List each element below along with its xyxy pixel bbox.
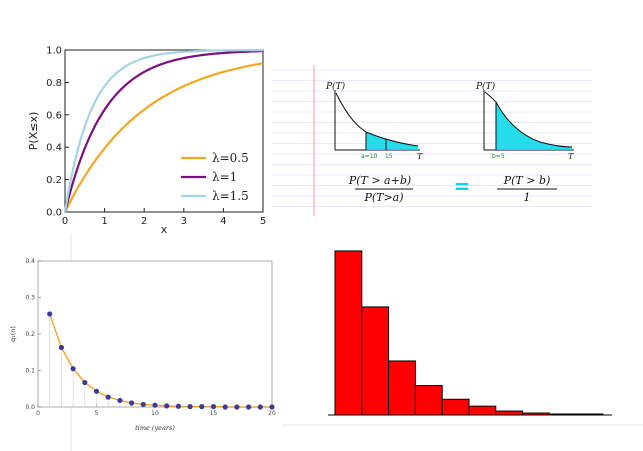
- cdf-y-tick-label: 0.2: [46, 175, 62, 186]
- equation-right-numerator: P(T > b): [503, 174, 551, 187]
- sketch-left-label-a: a=10: [361, 153, 378, 160]
- decay-data-point: [117, 397, 123, 404]
- cdf-legend: λ=0.5 λ=1 λ=1.5: [181, 151, 249, 203]
- cdf-y-tick-label: 0.6: [46, 110, 62, 121]
- decay-x-tick-label: 15: [210, 410, 218, 417]
- histogram-bar: [361, 306, 390, 416]
- equation-equals-sign: =: [454, 174, 471, 198]
- decay-y-axis-label: q₁(n): [9, 326, 17, 342]
- sketch-right-t-label: T: [568, 152, 574, 161]
- decay-data-point: [234, 404, 240, 410]
- sketch-right-shaded-area: [496, 102, 572, 150]
- decay-data-point: [129, 400, 135, 406]
- cdf-plot-frame: [64, 49, 264, 213]
- sketch-left-p-label: P(T): [325, 81, 346, 92]
- sketch-left-t-label: T: [417, 152, 423, 161]
- cdf-series-line-0: [64, 62, 264, 213]
- decay-x-tick-label: 0: [36, 410, 40, 417]
- decay-plot-frame: [37, 260, 273, 408]
- decay-y-tick-label: 0.4: [25, 258, 35, 265]
- cdf-x-axis-label: x: [161, 223, 168, 236]
- decay-data-point: [47, 311, 53, 317]
- decay-chart: 0 5 10 15 20 0.0 0.1 0.2 0.3 0.4 time (years) q₁(…: [9, 233, 276, 451]
- note-ruled-lines: [272, 69, 592, 207]
- decay-x-tick-label: 5: [95, 410, 99, 417]
- memoryless-note: P(T) a=10 15 T P(T) b=5 T P(T > a+b): [272, 65, 592, 216]
- decay-data-point: [269, 404, 275, 410]
- decay-data-point: [58, 344, 64, 351]
- cdf-y-tick-label: 0.0: [46, 208, 62, 219]
- decay-y-tick-label: 0.3: [25, 295, 35, 302]
- cdf-x-tick-label: 2: [141, 216, 147, 227]
- cdf-x-tick-label: 3: [181, 216, 187, 227]
- decay-x-axis-label: time (years): [135, 424, 175, 432]
- histogram-bar: [468, 405, 497, 416]
- cdf-series-line-2: [63, 48, 264, 213]
- histogram-bar: [334, 250, 363, 416]
- cdf-y-tick-label: 1.0: [46, 46, 62, 57]
- memoryless-equation: P(T > a+b) P(T>a) = P(T > b) 1: [348, 174, 557, 204]
- decay-x-tick-label: 20: [268, 410, 276, 417]
- sketch-left-label-15: 15: [385, 153, 393, 160]
- decay-data-point: [140, 401, 146, 408]
- decay-data-point: [246, 404, 252, 410]
- decay-x-tick-label: 10: [151, 410, 159, 417]
- cdf-y-axis-label: P(X≤x): [27, 112, 40, 150]
- decay-data-point: [175, 403, 181, 409]
- histogram-bar: [441, 398, 470, 416]
- cdf-x-tick-label: 1: [101, 216, 107, 227]
- cdf-legend-label-1: λ=1: [212, 170, 237, 184]
- decay-data-point: [257, 404, 263, 410]
- sketch-right: P(T) b=5 T: [475, 81, 574, 161]
- cdf-series-line-1: [63, 49, 264, 213]
- sketch-right-label-b: b=5: [492, 153, 505, 160]
- decay-data-point: [199, 404, 205, 410]
- sketch-right-p-label: P(T): [475, 81, 496, 92]
- decay-data-point: [164, 403, 170, 409]
- equation-right-denominator: 1: [524, 191, 531, 204]
- decay-data-point: [93, 388, 100, 394]
- decay-y-tick-label: 0.0: [25, 404, 35, 411]
- equation-left-denominator: P(T>a): [363, 191, 403, 204]
- cdf-y-tick-label: 0.4: [46, 143, 62, 154]
- cdf-legend-label-0: λ=0.5: [212, 151, 249, 165]
- cdf-legend-label-2: λ=1.5: [212, 189, 249, 203]
- histogram-bar: [388, 360, 416, 416]
- histogram-bar: [414, 385, 443, 416]
- cdf-x-tick-label: 5: [260, 216, 266, 227]
- sketch-left: P(T) a=10 15 T: [325, 81, 423, 161]
- decay-data-point: [152, 402, 158, 408]
- sketch-right-decay-curve: [484, 91, 573, 148]
- histogram-chart: [282, 250, 643, 426]
- decay-data-point: [82, 379, 88, 386]
- cdf-y-tick-label: 0.8: [46, 78, 62, 89]
- cdf-chart: 0 1 2 3 4 50.00.20.40.60.81.0 x P(X≤x) λ=0.5λ…: [27, 46, 266, 237]
- decay-data-point: [187, 404, 193, 410]
- decay-data-point: [70, 366, 76, 372]
- cdf-x-tick-label: 4: [220, 216, 226, 227]
- decay-data-point: [210, 404, 217, 410]
- cdf-x-tick-label: 0: [62, 216, 68, 227]
- equation-left-numerator: P(T > a+b): [348, 174, 411, 187]
- decay-data-point: [105, 394, 111, 400]
- decay-y-tick-label: 0.1: [25, 368, 35, 375]
- decay-y-tick-label: 0.2: [25, 331, 35, 338]
- histogram-bar: [495, 410, 524, 416]
- decay-data-point: [222, 404, 228, 410]
